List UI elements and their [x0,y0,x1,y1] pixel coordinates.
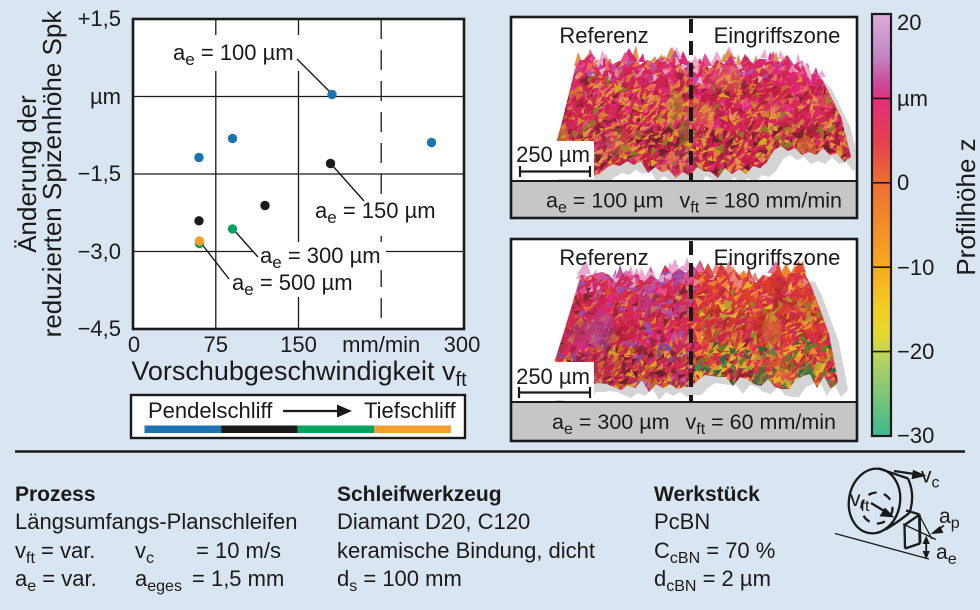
svg-text:= 1,5 mm: = 1,5 mm [192,566,284,591]
svg-text:20: 20 [897,10,921,35]
svg-text:µm: µm [897,86,928,111]
svg-text:−30: −30 [897,423,934,448]
svg-text:75: 75 [204,332,228,357]
svg-text:mm/min: mm/min [342,332,420,357]
svg-text:−1,5: −1,5 [78,161,121,186]
svg-text:−4,5: −4,5 [78,316,121,341]
svg-text:µm: µm [90,84,121,109]
svg-text:ae = 300 µm: ae = 300 µm [260,243,381,272]
svg-text:ae = var.: ae = var. [15,566,97,595]
svg-text:+1,5: +1,5 [78,6,121,31]
svg-text:Eingriffszone: Eingriffszone [714,23,841,48]
svg-text:Schleifwerkzeug: Schleifwerkzeug [337,483,502,506]
svg-text:Diamant D20, C120: Diamant D20, C120 [337,509,530,534]
svg-text:−10: −10 [897,255,934,280]
svg-text:= 10 m/s: = 10 m/s [196,538,281,563]
svg-text:ds = 100 mm: ds = 100 mm [337,566,462,595]
svg-text:Referenz: Referenz [559,23,648,48]
svg-text:reduzierten Spizenhöhe Spk: reduzierten Spizenhöhe Spk [37,10,67,338]
svg-text:0: 0 [128,332,140,357]
svg-text:250 µm: 250 µm [516,364,590,389]
svg-text:Werkstück: Werkstück [654,483,760,506]
svg-text:−20: −20 [897,339,934,364]
svg-text:250 µm: 250 µm [516,142,590,167]
svg-text:keramische Bindung, dicht: keramische Bindung, dicht [337,538,595,563]
svg-text:Längsumfangs-Planschleifen: Längsumfangs-Planschleifen [15,509,298,534]
svg-text:Änderung der: Änderung der [12,95,42,253]
svg-text:ae = 500 µm: ae = 500 µm [232,270,353,299]
svg-text:Tiefschliff: Tiefschliff [364,398,457,423]
svg-text:−3,0: −3,0 [78,239,121,264]
svg-text:PcBN: PcBN [654,509,710,534]
svg-text:300: 300 [444,332,481,357]
svg-text:0: 0 [897,170,909,195]
svg-text:Referenz: Referenz [559,245,648,270]
svg-text:Profilhöhe z: Profilhöhe z [951,138,980,275]
svg-text:Eingriffszone: Eingriffszone [714,245,841,270]
svg-text:150: 150 [280,332,317,357]
svg-text:Prozess: Prozess [15,483,96,506]
svg-text:Vorschubgeschwindigkeit vft: Vorschubgeschwindigkeit vft [131,356,467,391]
svg-text:Pendelschliff: Pendelschliff [148,398,273,423]
